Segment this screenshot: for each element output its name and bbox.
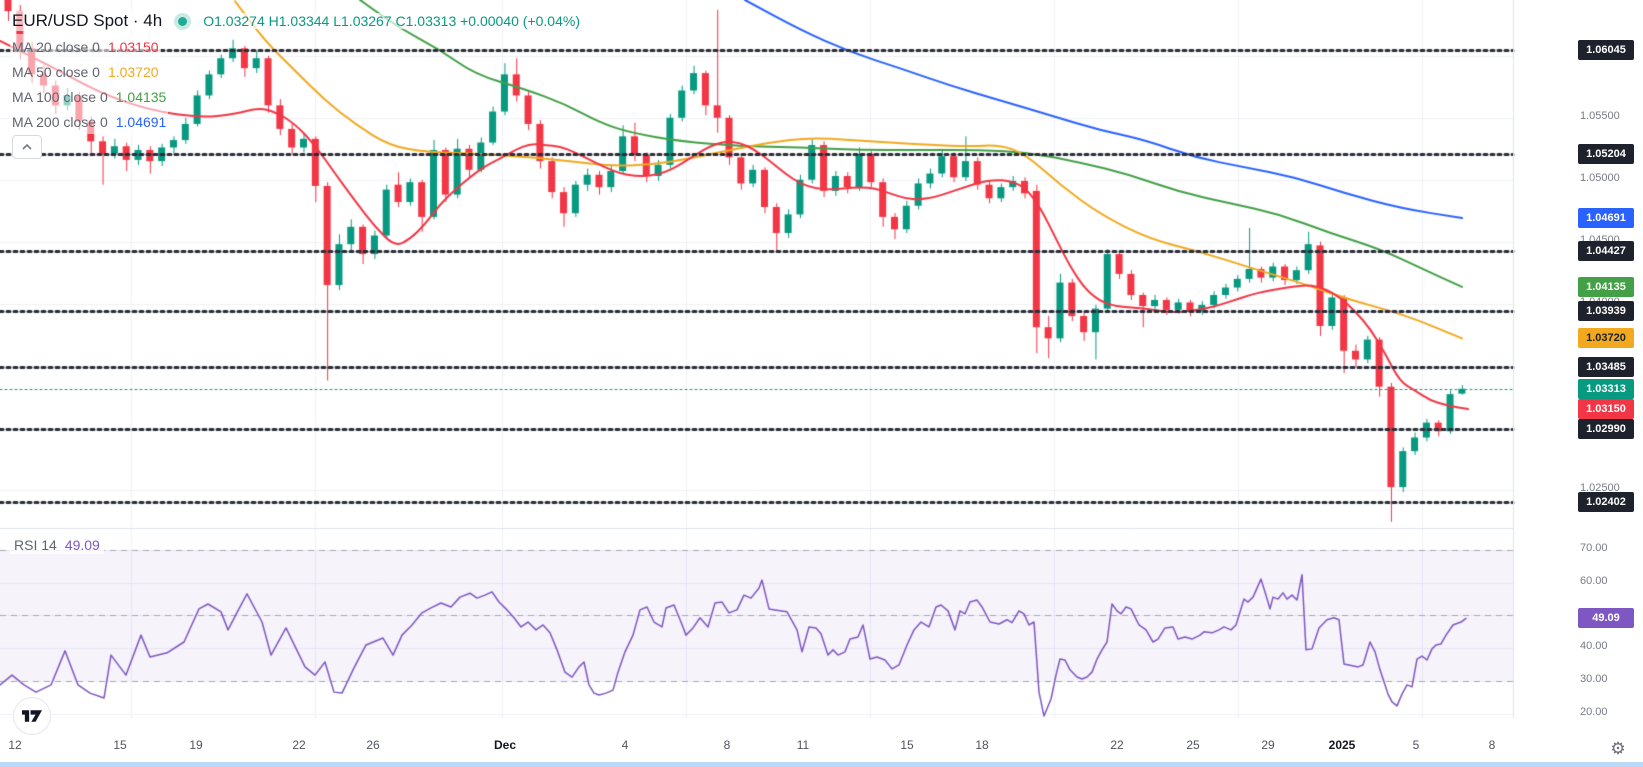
price-axis-label: 1.02500	[1580, 481, 1620, 494]
price-axis-badge: 1.02402	[1578, 491, 1634, 512]
time-axis-tick: 11	[796, 738, 810, 752]
time-axis-tick: 22	[1110, 738, 1124, 752]
time-axis-tick: 2025	[1328, 738, 1356, 752]
ma-20-legend-row: MA 20 close 0 1.03150	[10, 34, 161, 59]
ma-50-legend-row: MA 50 close 0 1.03720	[10, 59, 161, 84]
time-axis-tick: 12	[8, 738, 22, 752]
rsi-legend: RSI 14 49.09	[10, 536, 104, 554]
time-axis-tick: 5	[1412, 738, 1420, 752]
ma-200-label: MA 200 close 0	[12, 113, 108, 130]
price-axis-badge: 1.06045	[1578, 40, 1634, 61]
price-axis-badge: 1.04135	[1578, 276, 1634, 297]
time-axis-tick: Dec	[493, 738, 516, 752]
tradingview-logo[interactable]	[13, 697, 51, 735]
rsi-value: 49.09	[64, 537, 100, 553]
price-axis-label: 1.05500	[1580, 109, 1620, 122]
time-axis-tick: 15	[113, 738, 127, 752]
ma-20-value: 1.03150	[107, 38, 159, 55]
legend-collapse-button[interactable]	[12, 135, 42, 159]
price-axis-badge: 1.02990	[1578, 418, 1634, 439]
price-axis-badge: 1.04427	[1578, 240, 1634, 261]
time-axis-tick: 4	[621, 738, 629, 752]
gear-icon: ⚙	[1610, 739, 1626, 758]
symbol-title[interactable]: EUR/USD Spot · 4h	[10, 11, 165, 31]
time-axis-tick: 25	[1186, 738, 1200, 752]
time-axis-tick: 15	[900, 738, 914, 752]
ohlc-values: O1.03274 H1.03344 L1.03267 C1.03313 +0.0…	[201, 13, 582, 29]
market-status-dot-icon	[178, 16, 188, 26]
rsi-axis-label: 30.00	[1580, 672, 1608, 685]
ma-20-label: MA 20 close 0	[12, 38, 100, 55]
rsi-label: RSI 14	[14, 537, 57, 553]
price-axis-label: 1.05000	[1580, 171, 1620, 184]
rsi-axis-label: 60.00	[1580, 574, 1608, 587]
tv-logo-icon	[22, 710, 42, 722]
price-axis-badge: 1.03485	[1578, 357, 1634, 378]
ma-50-value: 1.03720	[107, 63, 159, 80]
time-axis-tick: 8	[1488, 738, 1496, 752]
ma-200-value: 1.04691	[115, 113, 167, 130]
time-axis-tick: 29	[1261, 738, 1275, 752]
price-axis[interactable]: 1.055001.050001.045001.040001.0250070.00…	[1513, 0, 1643, 718]
time-axis-tick: 26	[366, 738, 380, 752]
rsi-axis-label: 40.00	[1580, 640, 1608, 653]
ma-200-legend-row: MA 200 close 0 1.04691	[10, 109, 169, 134]
time-axis-tick: 8	[723, 738, 731, 752]
ma-50-label: MA 50 close 0	[12, 63, 100, 80]
rsi-axis-label: 70.00	[1580, 541, 1608, 554]
chevron-up-icon	[22, 144, 32, 150]
ma-100-label: MA 100 close 0	[12, 88, 108, 105]
rsi-axis-badge: 49.09	[1578, 608, 1634, 629]
ma-100-value: 1.04135	[115, 88, 167, 105]
price-axis-badge: 1.03720	[1578, 328, 1634, 349]
chart-legend: EUR/USD Spot · 4h O1.03274 H1.03344 L1.0…	[10, 8, 582, 159]
bottom-loading-strip	[0, 762, 1643, 767]
price-axis-badge: 1.03939	[1578, 301, 1634, 322]
time-axis-tick: 22	[292, 738, 306, 752]
price-axis-badge: 1.04691	[1578, 208, 1634, 229]
price-axis-badge: 1.03313	[1578, 378, 1634, 399]
settings-gear-button[interactable]: ⚙	[1604, 737, 1632, 761]
time-axis-tick: 18	[975, 738, 989, 752]
pane-resize-handle[interactable]	[0, 527, 1513, 530]
ma-100-legend-row: MA 100 close 0 1.04135	[10, 84, 169, 109]
time-axis-tick: 19	[189, 738, 203, 752]
time-axis[interactable]: 12 15 19 22 26 Dec 4 8 11 15 18 22 25 29 2025 5 8	[0, 718, 1643, 763]
rsi-axis-label: 20.00	[1580, 705, 1608, 718]
symbol-row: EUR/USD Spot · 4h O1.03274 H1.03344 L1.0…	[10, 8, 582, 34]
price-axis-badge: 1.05204	[1578, 144, 1634, 165]
price-axis-badge: 1.03150	[1578, 399, 1634, 419]
